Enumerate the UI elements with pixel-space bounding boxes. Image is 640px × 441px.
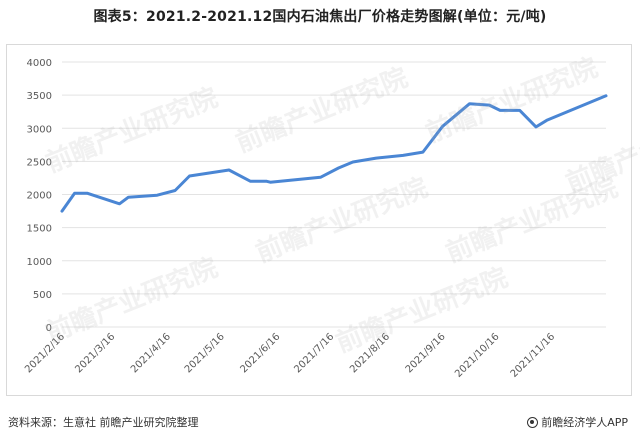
x-tick-label: 2021/11/16 <box>509 331 558 380</box>
x-tick-label: 2021/5/16 <box>183 331 227 375</box>
brand-logo-icon <box>527 416 539 428</box>
x-tick-label: 2021/8/16 <box>348 331 392 375</box>
x-tick-label: 2021/4/16 <box>129 331 173 375</box>
brand-name: 前瞻经济学人APP <box>541 416 628 429</box>
x-tick-label: 2021/10/16 <box>453 331 502 380</box>
price-series-line <box>60 94 608 213</box>
chart-frame: 0 500 1000 1500 2000 2500 3000 3500 4000 2021/2/1… <box>6 44 632 396</box>
y-tick-label: 3000 <box>27 124 52 135</box>
y-tick-label: 500 <box>33 290 52 301</box>
y-tick-label: 0 <box>46 323 52 334</box>
source-note: 资料来源：生意社 前瞻产业研究院整理 <box>8 416 199 429</box>
x-tick-label: 2021/7/16 <box>292 331 336 375</box>
y-tick-label: 4000 <box>27 58 52 69</box>
y-tick-label: 1000 <box>27 257 52 268</box>
x-tick-label: 2021/2/16 <box>23 331 67 375</box>
chart-title: 图表5：2021.2-2021.12国内石油焦出厂价格走势图解(单位：元/吨) <box>93 9 547 25</box>
y-tick-label: 1500 <box>27 224 52 235</box>
brand-credit: 前瞻经济学人APP <box>527 414 628 430</box>
y-tick-label: 2000 <box>27 191 52 202</box>
x-tick-label: 2021/3/16 <box>73 331 117 375</box>
y-tick-label: 2500 <box>27 157 52 168</box>
x-tick-label: 2021/6/16 <box>239 331 283 375</box>
y-tick-label: 3500 <box>27 91 52 102</box>
line-chart: 0 500 1000 1500 2000 2500 3000 3500 4000 2021/2/1… <box>23 58 608 380</box>
x-tick-label: 2021/9/16 <box>404 331 448 375</box>
